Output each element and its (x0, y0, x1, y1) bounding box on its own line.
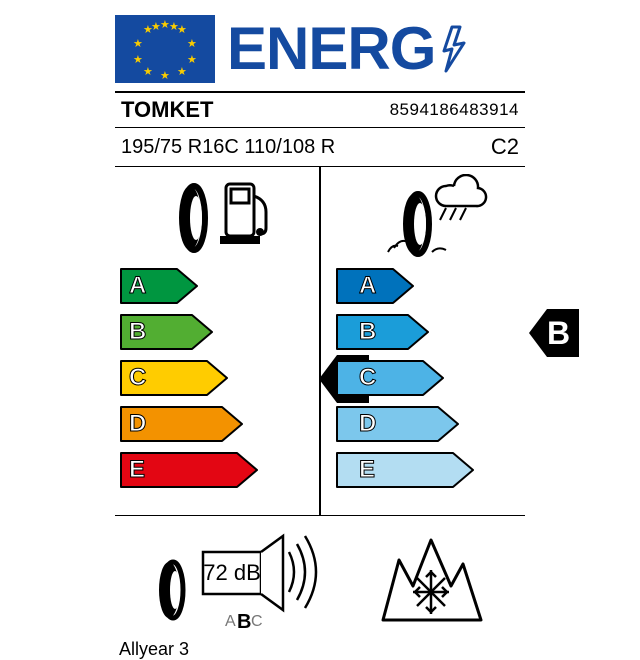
rating-label: A (359, 267, 376, 305)
rating-row-c: C (119, 359, 319, 397)
header-logo-row: ★ ★ ★ ★ ★ ★ ★ ★ ★ ★ ★ ★ ENERG (115, 0, 525, 91)
eu-flag-icon: ★ ★ ★ ★ ★ ★ ★ ★ ★ ★ ★ ★ (115, 15, 215, 83)
wet-panel: A B C D EB (319, 167, 525, 515)
wet-grip-icon (358, 174, 488, 258)
noise-icon: 72 dB A B C (143, 530, 323, 630)
rating-label: E (359, 451, 375, 489)
fuel-panel: A B C D EC (115, 167, 319, 515)
noise-db-value: 72 dB (203, 560, 261, 585)
rating-row-e: E (119, 451, 319, 489)
snow-icon-block (373, 530, 493, 635)
rating-marker-label: B (547, 315, 570, 352)
brand-row: TOMKET 8594186483914 (115, 93, 525, 127)
tyre-size-spec: 195/75 R16C 110/108 R (121, 136, 335, 159)
rating-row-b: B (335, 313, 525, 351)
rating-label: D (129, 405, 146, 443)
fuel-scale: A B C D EC (115, 267, 319, 489)
rating-label: C (359, 359, 376, 397)
3pmsf-icon (373, 530, 493, 630)
energy-wordmark: ENERG (227, 14, 472, 83)
svg-text:A: A (225, 613, 236, 630)
wet-scale: A B C D EB (321, 267, 525, 489)
ean-code: 8594186483914 (390, 100, 519, 120)
rating-row-e: E (335, 451, 525, 489)
model-name: Allyear 3 (115, 635, 525, 660)
lightning-icon (438, 23, 472, 75)
rating-label: C (129, 359, 146, 397)
rating-row-c: C (335, 359, 525, 397)
rating-label: B (359, 313, 376, 351)
rating-label: D (359, 405, 376, 443)
rating-label: B (129, 313, 146, 351)
noise-icon-block: 72 dB A B C (143, 530, 323, 635)
rating-marker: B (527, 307, 581, 364)
svg-text:C: C (251, 613, 263, 630)
ratings-panels: A B C D E C (115, 167, 525, 515)
rating-label: E (129, 451, 145, 489)
tyre-class: C2 (491, 134, 519, 160)
rating-label: A (129, 267, 146, 305)
rating-row-d: D (335, 405, 525, 443)
brand-name: TOMKET (121, 97, 213, 123)
rating-row-a: A (119, 267, 319, 305)
bottom-icons-row: 72 dB A B C (115, 516, 525, 635)
svg-text:B: B (237, 611, 251, 630)
rating-row-d: D (119, 405, 319, 443)
rating-row-a: A (335, 267, 525, 305)
energy-wordmark-text: ENERG (227, 14, 435, 83)
rating-row-b: B (119, 313, 319, 351)
fuel-efficiency-icon (162, 176, 272, 256)
spec-row: 195/75 R16C 110/108 R C2 (115, 128, 525, 166)
